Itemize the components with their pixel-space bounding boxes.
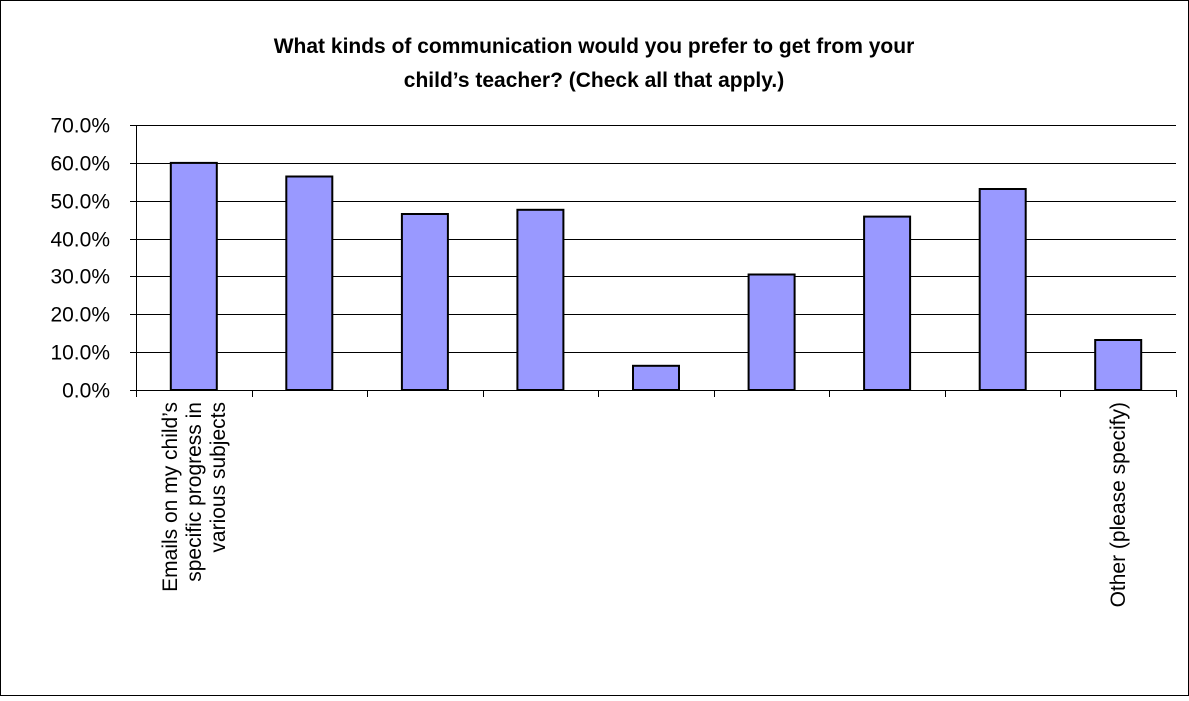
x-category-label: Other (please specify)	[1107, 402, 1130, 607]
x-category-label: Emails on my child’s	[159, 402, 182, 592]
bar	[863, 215, 912, 391]
axes	[130, 125, 1177, 397]
bars	[169, 161, 1143, 391]
bar	[978, 188, 1027, 391]
x-category-label: specific progress in	[183, 402, 206, 582]
bar	[285, 175, 334, 391]
y-tick-label: 0.0%	[62, 380, 110, 403]
bar	[169, 161, 218, 391]
y-tick-label: 40.0%	[50, 229, 110, 252]
y-tick-label: 60.0%	[50, 153, 110, 176]
chart-title-line-2: child’s teacher? (Check all that apply.)	[404, 69, 784, 92]
x-category-label: various subjects	[207, 402, 230, 553]
y-axis-tick-labels: 0.0% 10.0% 20.0% 30.0% 40.0% 50.0% 60.0% 70.0%	[50, 115, 110, 403]
bar	[516, 208, 565, 391]
bar	[400, 213, 449, 391]
y-tick-label: 70.0%	[50, 115, 110, 138]
x-axis-category-labels: Emails on my child’s specific progress in…	[159, 402, 1130, 607]
y-tick-label: 50.0%	[50, 191, 110, 214]
y-tick-label: 10.0%	[50, 342, 110, 365]
chart-title-line-1: What kinds of communication would you pr…	[274, 35, 915, 58]
bar	[1094, 339, 1143, 391]
bar	[632, 364, 680, 391]
y-tick-label: 30.0%	[50, 266, 110, 289]
bar	[747, 273, 796, 391]
y-tick-label: 20.0%	[50, 304, 110, 327]
